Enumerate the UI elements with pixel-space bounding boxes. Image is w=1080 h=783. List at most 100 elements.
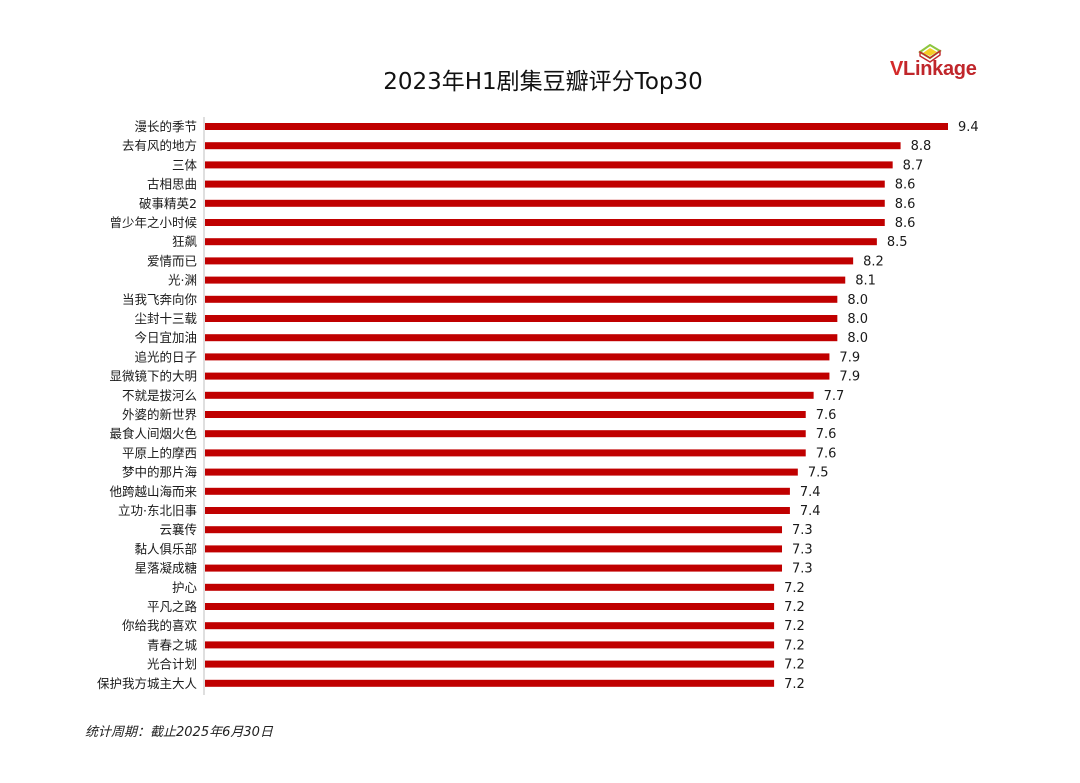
value-label: 7.2 [784, 677, 805, 692]
value-label: 8.0 [847, 331, 868, 346]
value-label: 7.2 [784, 619, 805, 634]
value-labels-group: 9.4 8.8 8.7 8.6 8.6 8.6 8.58.2 8.1 8.0 8.0 8.0 7.9 7… [784, 120, 979, 692]
category-label: 去有风的地方 [122, 138, 197, 153]
bar [205, 660, 775, 668]
bar [205, 641, 775, 649]
value-label: 7.2 [784, 581, 805, 596]
category-label: 平原上的摩西 [122, 445, 197, 460]
category-label: 星落凝成糖 [134, 561, 197, 576]
category-label: 今日宜加油 [134, 330, 197, 345]
category-label: 显微镜下的大明 [109, 369, 197, 384]
category-label: 爱情而已 [147, 253, 197, 268]
value-label: 7.2 [784, 600, 805, 615]
category-label: 曾少年之小时候 [109, 215, 197, 230]
value-label: 8.6 [895, 216, 916, 231]
category-label: 古相思曲 [147, 177, 197, 192]
value-label: 8.5 [887, 235, 908, 250]
value-label: 8.6 [895, 197, 916, 212]
bars-group [205, 123, 948, 687]
value-label: 9.4 [958, 120, 979, 135]
category-label: 保护我方城主大人 [97, 676, 198, 691]
logo-rest: Linkage [903, 58, 977, 80]
bar [205, 391, 814, 399]
value-label: 7.3 [792, 562, 813, 577]
bar [205, 123, 948, 130]
category-label: 光·渊 [168, 273, 197, 288]
category-label: 尘封十三载 [134, 311, 197, 326]
logo-frame-icon [918, 44, 942, 63]
value-label: 7.5 [808, 466, 829, 481]
bar [205, 372, 830, 380]
chart-title: 2023年H1剧集豆瓣评分Top30 [383, 69, 703, 95]
bar [205, 545, 783, 553]
value-label: 8.0 [847, 312, 868, 327]
category-label: 立功·东北旧事 [118, 503, 197, 518]
value-label: 8.6 [895, 178, 916, 193]
value-label: 7.4 [800, 485, 821, 500]
value-label: 7.3 [792, 523, 813, 538]
bar [205, 276, 846, 284]
category-label: 漫长的季节 [134, 119, 197, 134]
category-label: 追光的日子 [134, 349, 197, 364]
bar [205, 449, 806, 457]
category-label: 你给我的喜欢 [122, 618, 198, 633]
bar [205, 487, 790, 495]
value-label: 7.7 [824, 389, 845, 404]
bar [205, 199, 885, 207]
category-label: 狂飙 [172, 234, 198, 249]
value-label: 7.9 [839, 370, 860, 385]
category-label: 青春之城 [147, 637, 198, 652]
value-label: 7.3 [792, 542, 813, 557]
bar [205, 315, 838, 322]
category-label: 黏人俱乐部 [134, 541, 197, 556]
bar [205, 507, 790, 514]
category-label: 云襄传 [159, 522, 197, 537]
bar [205, 564, 783, 572]
bar [205, 238, 877, 246]
bar [205, 430, 806, 438]
bar [205, 411, 806, 418]
category-label: 护心 [172, 580, 198, 595]
category-label: 不就是拔河么 [122, 388, 197, 403]
category-label: 梦中的那片海 [122, 465, 198, 480]
bar [205, 468, 798, 476]
bar [205, 679, 775, 687]
bar [205, 142, 901, 150]
category-label: 破事精英2 [139, 196, 197, 211]
category-label: 三体 [172, 157, 198, 172]
bar [205, 161, 893, 169]
value-label: 7.9 [839, 350, 860, 365]
category-label: 光合计划 [147, 657, 197, 672]
category-label: 最食人间烟火色 [109, 426, 197, 441]
bar [205, 622, 775, 630]
bar [205, 334, 838, 342]
value-label: 7.2 [784, 658, 805, 673]
value-label: 8.0 [847, 293, 868, 308]
value-label: 8.1 [855, 274, 876, 289]
logo-v: V [890, 58, 904, 80]
value-label: 7.6 [816, 446, 837, 461]
bar [205, 257, 854, 265]
bar [205, 353, 830, 361]
bar [205, 219, 885, 226]
category-label: 外婆的新世界 [122, 407, 198, 422]
value-label: 7.4 [800, 504, 821, 519]
value-label: 7.2 [784, 638, 805, 653]
bar [205, 583, 775, 591]
value-label: 8.7 [903, 158, 924, 173]
value-label: 8.2 [863, 254, 884, 269]
logo-wordmark: VLinkage [890, 58, 977, 81]
category-label: 平凡之路 [147, 599, 198, 614]
footnote: 统计周期：截止2025年6月30日 [85, 725, 273, 740]
value-label: 8.8 [911, 139, 932, 154]
value-label: 7.6 [816, 408, 837, 423]
bar [205, 295, 838, 303]
bar [205, 526, 783, 534]
bar [205, 180, 885, 188]
value-label: 7.6 [816, 427, 837, 442]
category-label: 当我飞奔向你 [122, 292, 197, 307]
category-label: 他跨越山海而来 [109, 484, 197, 499]
bar [205, 603, 775, 610]
